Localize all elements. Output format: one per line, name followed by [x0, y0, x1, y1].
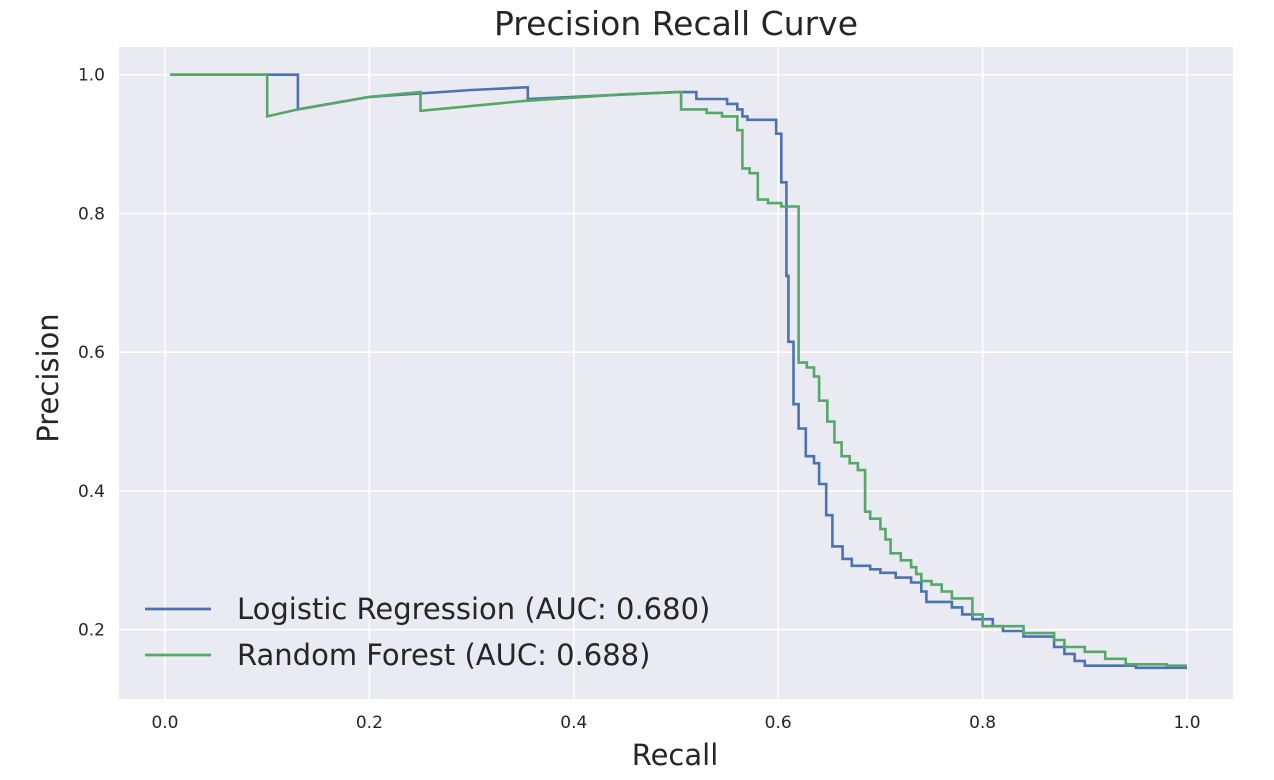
x-tick-label: 0.4 [560, 713, 587, 733]
x-tick-label: 0.0 [151, 713, 178, 733]
x-axis-ticks: 0.0 0.2 0.4 0.6 0.8 1.0 [151, 713, 1200, 733]
x-tick-label: 0.6 [765, 713, 792, 733]
y-tick-label: 0.2 [78, 621, 105, 641]
series-layer [170, 73, 1187, 670]
y-tick-label: 0.6 [78, 343, 105, 363]
legend: Logistic Regression (AUC: 0.680) Random F… [145, 592, 710, 672]
x-tick-label: 0.2 [356, 713, 383, 733]
legend-label: Logistic Regression (AUC: 0.680) [237, 592, 710, 626]
y-axis-ticks: 0.2 0.4 0.6 0.8 1.0 [78, 66, 105, 641]
legend-label: Random Forest (AUC: 0.688) [237, 638, 650, 672]
x-tick-label: 1.0 [1173, 713, 1200, 733]
plot-background [119, 47, 1233, 699]
x-axis-label: Recall [632, 738, 719, 772]
y-axis-label: Precision [31, 313, 65, 442]
y-tick-label: 1.0 [78, 66, 105, 86]
y-tick-label: 0.8 [78, 204, 105, 224]
series-line-random-forest [170, 73, 1187, 667]
chart-title: Precision Recall Curve [494, 4, 858, 43]
grid-lines [119, 47, 1233, 699]
y-tick-label: 0.4 [78, 482, 105, 502]
x-tick-label: 0.8 [969, 713, 996, 733]
series-line-logistic-regression [170, 73, 1187, 670]
